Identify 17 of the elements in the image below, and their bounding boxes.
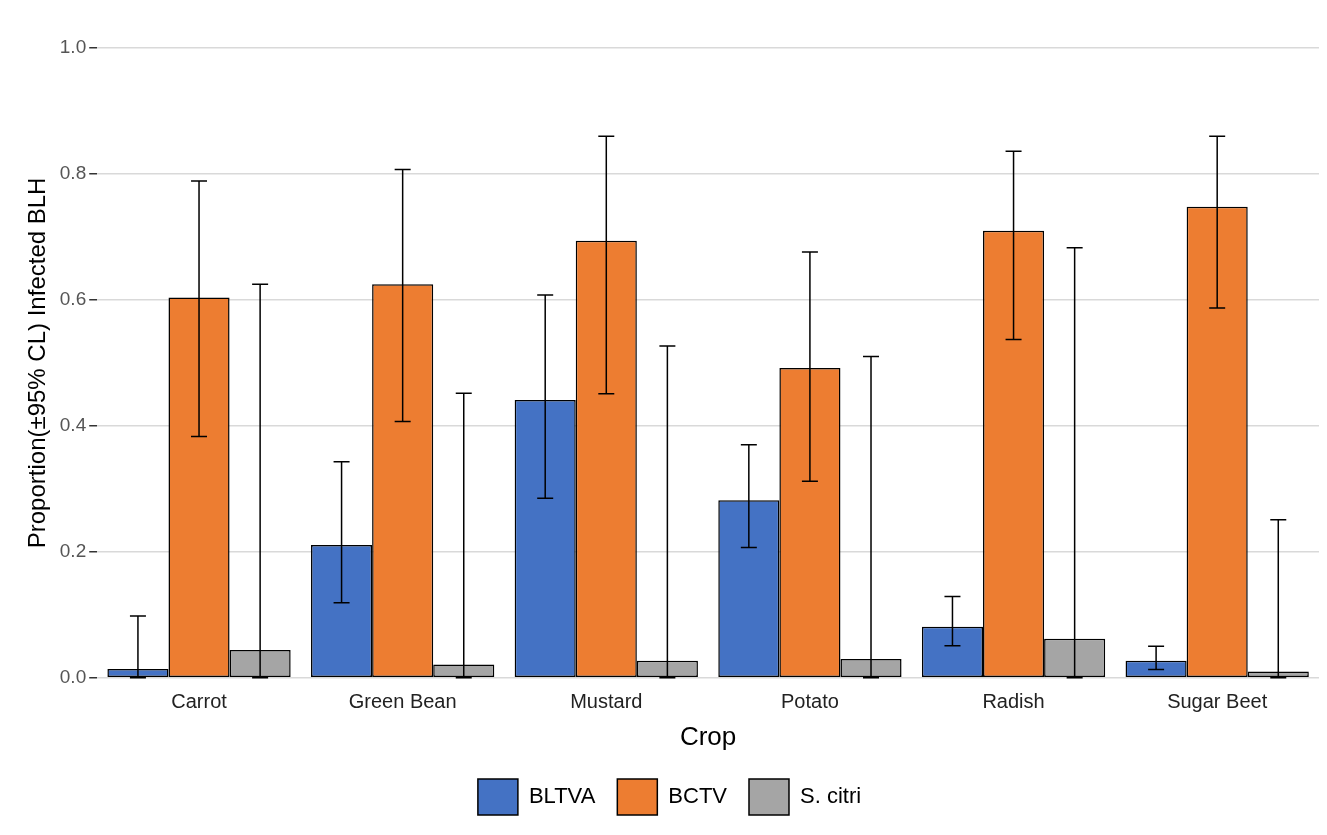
y-tick-label: 0.8 [59,162,87,184]
x-tick-label: Carrot [171,690,228,713]
x-tick-label: Green Bean [348,690,457,713]
y-tick-label: 0.0 [59,666,87,688]
y-tick-label: 0.6 [59,288,87,310]
x-tick-label: Potato [781,690,839,713]
y-tick-label: 0.2 [59,540,87,562]
legend-label: BLTVA [528,783,596,809]
y-tick-label: 0.4 [59,414,87,436]
x-axis-title: Crop [679,720,737,751]
y-tick-label: 1.0 [59,36,87,58]
x-tick-label: Mustard [570,690,643,713]
x-tick-label: Sugar Beet [1167,690,1268,713]
y-axis-title: Proportion(±95% CL) Infected BLH [23,177,51,549]
legend-label: BCTV [668,783,728,809]
x-tick-label: Radish [982,690,1045,713]
legend-label: S. citri [800,783,862,809]
